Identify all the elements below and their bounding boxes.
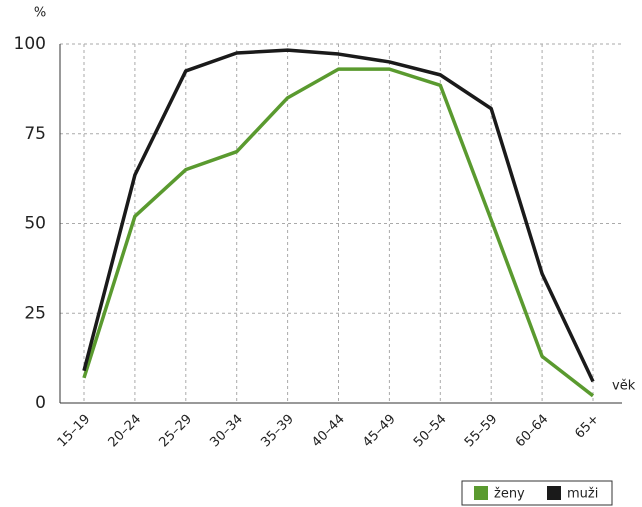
y-axis-label: % — [34, 6, 46, 21]
x-tick-label: 15–19 — [55, 412, 94, 451]
x-tick-label: 35–39 — [258, 412, 297, 451]
x-tick-label: 55–59 — [462, 412, 501, 451]
legend-swatch — [547, 486, 561, 500]
x-tick-label: 65+ — [572, 412, 602, 442]
x-tick-label: 25–29 — [156, 412, 195, 451]
x-axis-label: věk — [612, 379, 636, 394]
x-tick-label: 50–54 — [411, 412, 450, 451]
y-tick-label: 100 — [14, 34, 46, 54]
x-tick-label: 20–24 — [106, 412, 145, 451]
series-line — [82, 67, 595, 398]
x-tick-label: 40–44 — [309, 412, 348, 451]
y-tick-label: 0 — [35, 393, 46, 413]
y-tick-label: 50 — [24, 214, 46, 234]
legend-swatch — [474, 486, 488, 500]
x-tick-label: 45–49 — [360, 412, 399, 451]
legend-label: muži — [567, 487, 598, 502]
series-line — [82, 48, 595, 383]
x-tick-label: 30–34 — [207, 412, 246, 451]
x-tick-label: 60–64 — [513, 412, 552, 451]
y-tick-label: 75 — [24, 124, 46, 144]
y-tick-label: 25 — [24, 303, 46, 323]
legend-label: ženy — [494, 487, 525, 502]
